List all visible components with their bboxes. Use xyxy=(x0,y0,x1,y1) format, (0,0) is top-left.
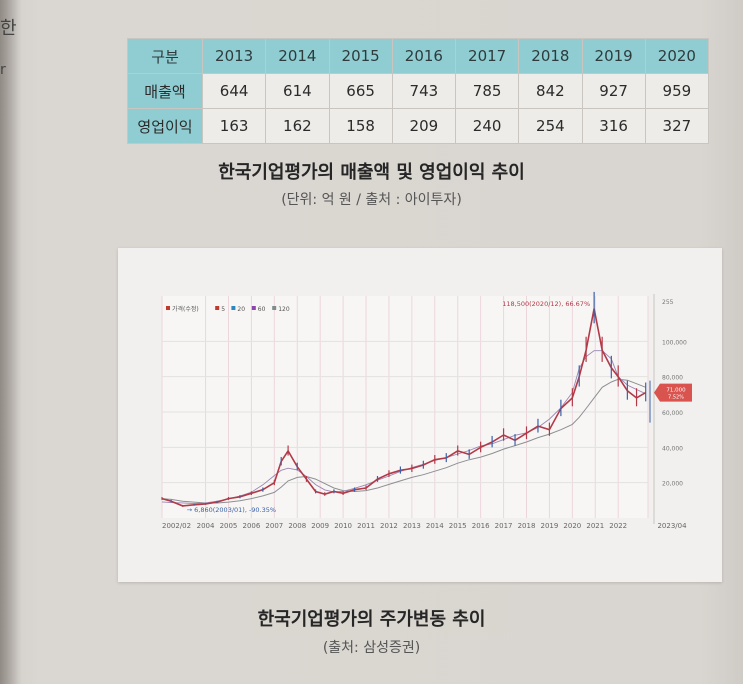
table-row-operating-profit: 영업이익 163 162 158 209 240 254 316 327 xyxy=(127,108,710,144)
legend-label: 60 xyxy=(258,306,266,313)
current-price-tag xyxy=(654,383,692,402)
high-annotation: 118,500(2020/12), 66.67% xyxy=(502,300,590,308)
financial-table: 구분 2013 2014 2015 2016 2017 2018 2019 20… xyxy=(127,38,710,144)
table-cell: 316 xyxy=(581,108,646,144)
series-line-price xyxy=(161,308,647,507)
chart-caption-subtitle: (출처: 삼성증권) xyxy=(322,640,421,656)
y-tick-label: 20,000 xyxy=(662,481,683,488)
x-tick-label: 2017 xyxy=(495,522,513,530)
table-cell: 162 xyxy=(265,108,330,144)
legend-label: 20 xyxy=(237,306,245,313)
table-header-row: 구분 2013 2014 2015 2016 2017 2018 2019 20… xyxy=(127,38,710,74)
stock-price-chart: 100,000 80,000 60,000 40,000 20,000 255 2002/0… xyxy=(161,291,692,530)
x-tick-label: 2019 xyxy=(541,522,559,530)
legend-label: 가격(수정) xyxy=(172,305,199,313)
table-header-cell: 2019 xyxy=(581,38,646,74)
y-tick-label: 80,000 xyxy=(662,375,683,382)
stock-chart-panel: 100,000 80,000 60,000 40,000 20,000 255 2002/0… xyxy=(118,248,722,582)
row-label: 영업이익 xyxy=(127,108,203,144)
margin-char-top: 한 xyxy=(0,18,17,39)
current-price-label: 71,000 xyxy=(666,388,686,394)
chart-caption-title: 한국기업평가의 주가변동 추이 xyxy=(257,609,486,630)
table-cell: 644 xyxy=(201,73,267,109)
y-tick-label: 60,000 xyxy=(662,410,683,417)
x-tick-label: 2018 xyxy=(518,522,536,530)
row-label: 매출액 xyxy=(127,73,203,109)
x-tick-label: 2022 xyxy=(609,522,627,530)
legend-label: 5 xyxy=(221,306,225,313)
x-tick-label: 2002/02 xyxy=(162,522,191,530)
x-tick-label: 2004 xyxy=(197,522,215,530)
table-cell: 209 xyxy=(391,108,457,144)
table-caption-subtitle: (단위: 억 원 / 출처 : 아이투자) xyxy=(281,192,462,208)
y-tick-label: 100,000 xyxy=(662,339,687,346)
table-header-cell: 2018 xyxy=(518,38,583,74)
x-tick-label: 2023/04 xyxy=(657,522,687,530)
x-tick-label: 2007 xyxy=(265,522,283,530)
x-tick-label: 2011 xyxy=(357,522,375,530)
table-cell: 842 xyxy=(518,73,583,109)
table-header-cell: 2020 xyxy=(644,38,710,74)
table-header-cell: 구분 xyxy=(127,38,203,74)
series-line-120 xyxy=(161,378,646,504)
legend-label: 120 xyxy=(278,306,290,313)
x-tick-label: 2012 xyxy=(380,522,398,530)
x-tick-label: 2020 xyxy=(563,522,581,530)
table-cell: 163 xyxy=(201,108,267,144)
table-cell: 927 xyxy=(581,73,646,109)
table-cell: 959 xyxy=(644,73,710,109)
x-tick-label: 2006 xyxy=(242,522,260,530)
low-annotation: → 6,860(2003/01), -90.35% xyxy=(187,506,276,514)
x-tick-label: 2015 xyxy=(449,522,467,530)
table-header-cell: 2016 xyxy=(391,38,457,74)
x-tick-label: 2005 xyxy=(220,522,238,530)
plot-area xyxy=(162,296,648,518)
legend-swatch xyxy=(251,306,256,310)
table-cell: 665 xyxy=(328,73,393,109)
table-caption-title: 한국기업평가의 매출액 및 영업이익 추이 xyxy=(218,162,525,183)
x-tick-label: 2013 xyxy=(403,522,421,530)
table-cell: 785 xyxy=(454,73,520,109)
table-cell: 614 xyxy=(265,73,330,109)
table-header-cell: 2014 xyxy=(265,38,330,74)
x-tick-label: 2010 xyxy=(334,522,352,530)
x-tick-label: 2021 xyxy=(586,522,604,530)
legend-swatch xyxy=(215,306,220,310)
current-change-label: 7.52% xyxy=(668,395,684,401)
legend-swatch xyxy=(272,306,277,310)
table-header-cell: 2013 xyxy=(201,38,267,74)
table-cell: 158 xyxy=(328,108,393,144)
table-cell: 254 xyxy=(518,108,583,144)
legend-swatch xyxy=(166,306,170,310)
table-cell: 743 xyxy=(391,73,457,109)
x-tick-label: 2009 xyxy=(311,522,329,530)
x-tick-label: 2014 xyxy=(426,522,444,530)
table-header-cell: 2017 xyxy=(454,38,520,74)
y-tick-label: 40,000 xyxy=(662,445,683,452)
x-tick-label: 2008 xyxy=(288,522,306,530)
table-row-revenue: 매출액 644 614 665 743 785 842 927 959 xyxy=(127,73,710,109)
page-gutter-shadow xyxy=(0,0,22,684)
legend-swatch xyxy=(231,306,236,310)
table-header-cell: 2015 xyxy=(328,38,393,74)
margin-char-second: r xyxy=(0,62,6,78)
table-cell: 327 xyxy=(644,108,710,144)
y-top-label: 255 xyxy=(662,299,674,306)
x-tick-label: 2016 xyxy=(472,522,490,530)
table-cell: 240 xyxy=(454,108,520,144)
